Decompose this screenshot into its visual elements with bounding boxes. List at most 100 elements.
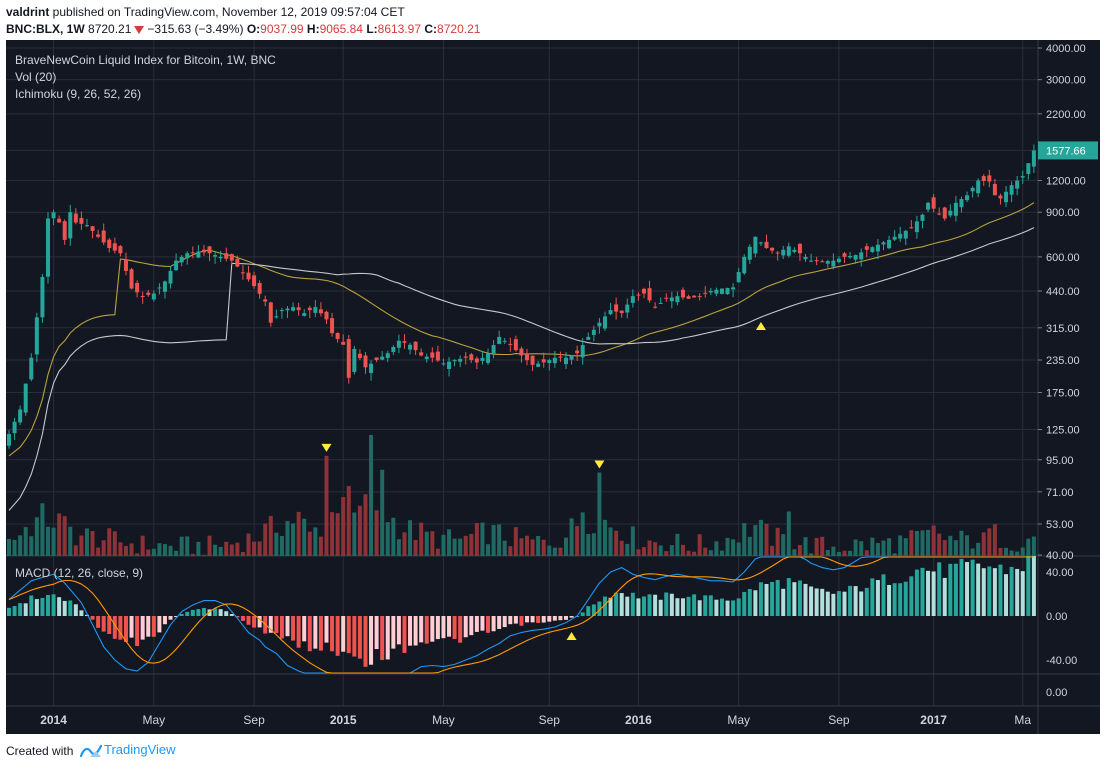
macd-histogram-bar[interactable] xyxy=(948,563,953,616)
volume-bar[interactable] xyxy=(987,528,992,556)
macd-histogram-bar[interactable] xyxy=(519,616,524,626)
volume-bar[interactable] xyxy=(831,546,836,556)
volume-bar[interactable] xyxy=(775,527,780,556)
volume-bar[interactable] xyxy=(318,536,323,556)
volume-bar[interactable] xyxy=(926,529,931,556)
candle[interactable] xyxy=(246,272,251,280)
macd-histogram-bar[interactable] xyxy=(602,596,607,616)
candle[interactable] xyxy=(692,295,697,298)
volume-bar[interactable] xyxy=(34,517,39,556)
candle[interactable] xyxy=(341,341,346,345)
macd-histogram-bar[interactable] xyxy=(90,616,95,620)
volume-bar[interactable] xyxy=(201,555,206,557)
macd-histogram-bar[interactable] xyxy=(725,600,730,616)
volume-bar[interactable] xyxy=(123,545,128,556)
macd-histogram-bar[interactable] xyxy=(201,607,206,616)
candle[interactable] xyxy=(764,241,769,249)
volume-bar[interactable] xyxy=(864,550,869,556)
macd-histogram-bar[interactable] xyxy=(18,603,23,616)
candle[interactable] xyxy=(374,357,379,361)
candle[interactable] xyxy=(781,249,786,256)
candle[interactable] xyxy=(45,218,50,277)
signal-marker-down[interactable] xyxy=(321,443,332,452)
volume-bar[interactable] xyxy=(40,503,45,556)
macd-histogram-bar[interactable] xyxy=(357,616,362,659)
macd-histogram-bar[interactable] xyxy=(541,616,546,623)
candle[interactable] xyxy=(185,253,190,259)
macd-histogram-bar[interactable] xyxy=(942,577,947,616)
candle[interactable] xyxy=(669,297,674,302)
volume-bar[interactable] xyxy=(914,531,919,556)
volume-bar[interactable] xyxy=(803,537,808,556)
candle[interactable] xyxy=(909,227,914,229)
candle[interactable] xyxy=(346,339,351,378)
volume-bar[interactable] xyxy=(452,538,457,556)
tradingview-brand[interactable]: TradingView xyxy=(79,742,176,758)
macd-histogram-bar[interactable] xyxy=(641,596,646,616)
candle[interactable] xyxy=(586,336,591,340)
macd-histogram-bar[interactable] xyxy=(591,604,596,616)
macd-histogram-bar[interactable] xyxy=(469,616,474,636)
candle[interactable] xyxy=(123,259,128,271)
volume-bar[interactable] xyxy=(408,520,413,556)
volume-bar[interactable] xyxy=(257,541,262,556)
author-name[interactable]: valdrint xyxy=(6,5,50,19)
macd-histogram-bar[interactable] xyxy=(252,616,257,628)
volume-bar[interactable] xyxy=(151,548,156,556)
volume-bar[interactable] xyxy=(45,526,50,556)
candle[interactable] xyxy=(853,255,858,260)
macd-histogram-bar[interactable] xyxy=(814,588,819,616)
macd-histogram-bar[interactable] xyxy=(887,584,892,616)
candle[interactable] xyxy=(90,226,95,231)
candle[interactable] xyxy=(525,353,530,361)
macd-histogram-bar[interactable] xyxy=(920,567,925,616)
macd-histogram-bar[interactable] xyxy=(324,616,329,643)
macd-histogram-bar[interactable] xyxy=(318,616,323,651)
volume-bar[interactable] xyxy=(508,546,513,556)
volume-bar[interactable] xyxy=(140,535,145,556)
macd-histogram-bar[interactable] xyxy=(268,616,273,633)
macd-histogram-bar[interactable] xyxy=(185,611,190,616)
candle[interactable] xyxy=(363,355,368,368)
volume-bar[interactable] xyxy=(797,545,802,556)
macd-histogram-bar[interactable] xyxy=(129,616,134,638)
volume-bar[interactable] xyxy=(402,532,407,556)
macd-histogram-bar[interactable] xyxy=(363,616,368,667)
volume-bar[interactable] xyxy=(240,551,245,556)
macd-histogram-bar[interactable] xyxy=(413,616,418,646)
macd-histogram-bar[interactable] xyxy=(697,600,702,616)
candle[interactable] xyxy=(998,195,1003,199)
volume-bar[interactable] xyxy=(959,530,964,556)
volume-bar[interactable] xyxy=(285,520,290,556)
volume-bar[interactable] xyxy=(129,543,134,556)
volume-bar[interactable] xyxy=(101,540,106,556)
macd-histogram-bar[interactable] xyxy=(976,563,981,616)
macd-histogram-bar[interactable] xyxy=(330,616,335,652)
macd-histogram-bar[interactable] xyxy=(875,580,880,616)
candle[interactable] xyxy=(435,351,440,361)
volume-bar[interactable] xyxy=(346,486,351,556)
volume-bar[interactable] xyxy=(1015,551,1020,556)
candle[interactable] xyxy=(747,246,752,260)
macd-histogram-bar[interactable] xyxy=(341,616,346,652)
candle[interactable] xyxy=(252,275,257,287)
volume-bar[interactable] xyxy=(569,518,574,556)
macd-histogram-bar[interactable] xyxy=(335,616,340,656)
candle[interactable] xyxy=(396,340,401,348)
volume-bar[interactable] xyxy=(630,526,635,556)
volume-bar[interactable] xyxy=(430,531,435,556)
volume-bar[interactable] xyxy=(279,535,284,556)
macd-histogram-bar[interactable] xyxy=(998,564,1003,616)
macd-histogram-bar[interactable] xyxy=(547,616,552,622)
candle[interactable] xyxy=(987,175,992,182)
candle[interactable] xyxy=(441,363,446,365)
volume-bar[interactable] xyxy=(920,530,925,556)
macd-histogram-bar[interactable] xyxy=(647,594,652,616)
candle[interactable] xyxy=(146,292,151,295)
macd-histogram-bar[interactable] xyxy=(107,616,112,634)
candle[interactable] xyxy=(898,233,903,239)
volume-bar[interactable] xyxy=(525,535,530,556)
volume-bar[interactable] xyxy=(357,505,362,556)
candle[interactable] xyxy=(229,254,234,261)
candle[interactable] xyxy=(1026,163,1031,174)
